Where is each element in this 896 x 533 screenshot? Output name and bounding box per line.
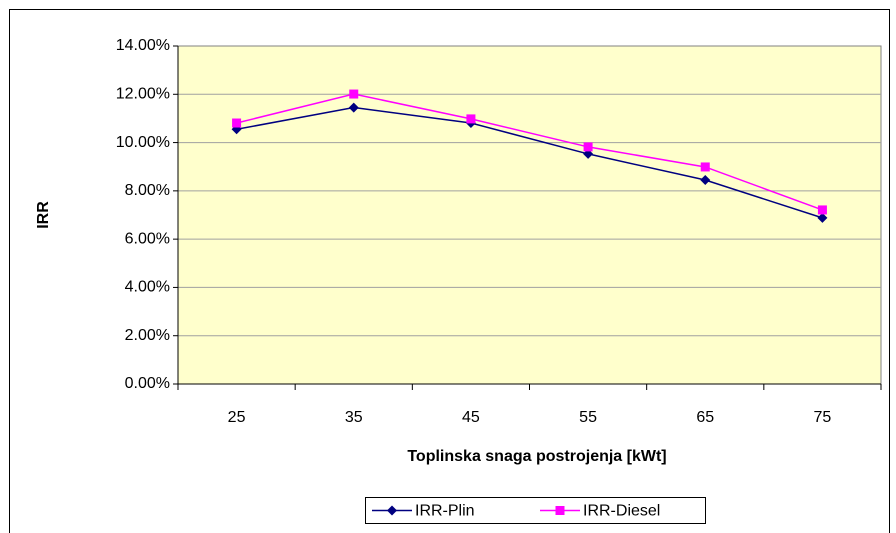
- data-point: [231, 124, 242, 135]
- x-tick-label: 75: [814, 409, 832, 426]
- x-tick-label: 55: [579, 409, 597, 426]
- legend-marker: [387, 505, 397, 516]
- data-point: [232, 118, 242, 128]
- y-tick-label: 10.00%: [116, 134, 170, 151]
- data-point: [817, 205, 827, 215]
- y-axis-title: IRR: [35, 201, 52, 229]
- data-point: [583, 148, 594, 159]
- series-line: [236, 93, 823, 211]
- series-line: [236, 106, 823, 219]
- legend: [365, 497, 706, 524]
- y-tick-label: 4.00%: [125, 279, 170, 296]
- plot-area: [177, 45, 882, 385]
- data-point: [700, 174, 711, 185]
- legend-label: IRR-Diesel: [583, 503, 660, 520]
- x-axis-title: Toplinska snaga postrojenja [kWt]: [407, 448, 666, 465]
- y-tick-label: 12.00%: [116, 86, 170, 103]
- y-tick-label: 2.00%: [125, 327, 170, 344]
- legend-label: IRR-Plin: [415, 503, 475, 520]
- data-point: [700, 162, 710, 172]
- data-point: [466, 114, 476, 124]
- legend-marker: [555, 506, 565, 515]
- x-tick-label: 65: [696, 409, 714, 426]
- x-tick-label: 35: [345, 409, 363, 426]
- x-tick-label: 45: [462, 409, 480, 426]
- data-point: [348, 102, 359, 113]
- y-tick-label: 0.00%: [125, 375, 170, 392]
- y-tick-label: 14.00%: [116, 37, 170, 54]
- data-point: [349, 89, 359, 99]
- y-tick-label: 8.00%: [125, 182, 170, 199]
- data-point: [817, 212, 828, 223]
- y-tick-label: 6.00%: [125, 230, 170, 247]
- data-point: [583, 142, 593, 152]
- x-tick-label: 25: [228, 409, 246, 426]
